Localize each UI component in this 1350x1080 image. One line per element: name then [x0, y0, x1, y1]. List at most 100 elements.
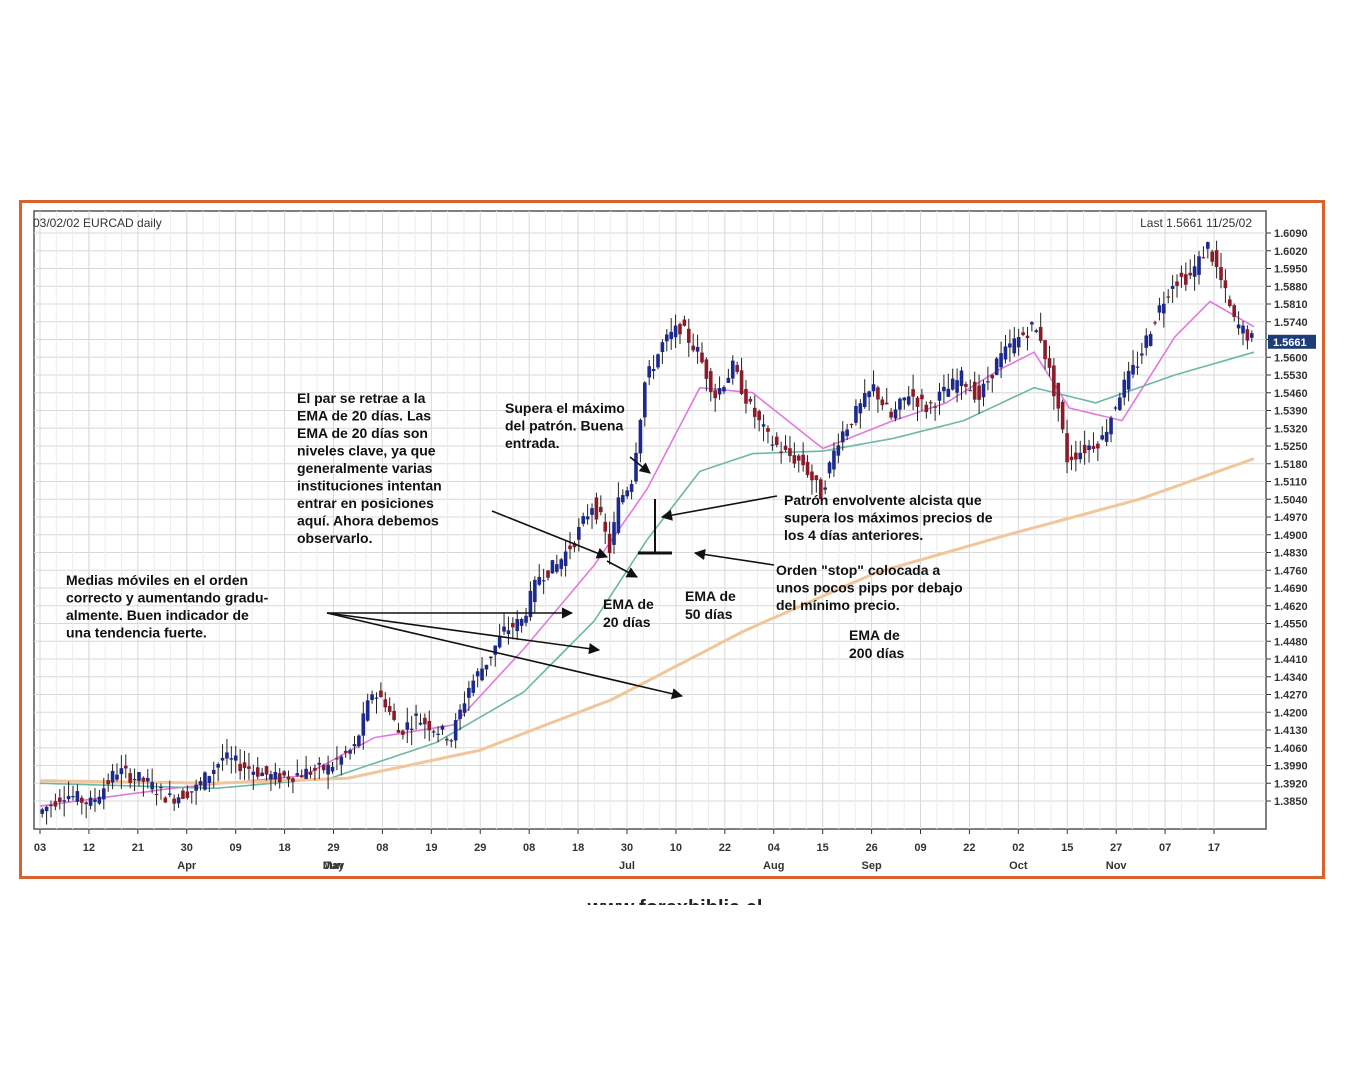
candle-body: [1113, 407, 1118, 409]
candle-body: [840, 431, 845, 443]
candle-body: [392, 710, 396, 720]
candle-body: [818, 479, 823, 500]
candle-body: [1201, 257, 1206, 259]
y-tick-label: 1.4550: [1274, 619, 1308, 631]
candle-body: [1096, 443, 1100, 449]
candle-body: [717, 388, 722, 395]
x-tick-label: 08: [376, 842, 388, 854]
candle-body: [898, 398, 902, 410]
candle-body: [871, 384, 876, 392]
x-tick-label: 02: [1012, 842, 1024, 854]
candle-body: [304, 768, 308, 779]
candle-body: [418, 722, 423, 725]
candle-body: [599, 506, 603, 513]
candle-body: [185, 791, 190, 798]
candle-body: [150, 782, 154, 790]
x-tick-label: 18: [278, 842, 290, 854]
candle-body: [559, 559, 564, 569]
y-tick-label: 1.4830: [1274, 548, 1308, 560]
candle-body: [999, 353, 1003, 368]
candle-body: [730, 360, 735, 379]
candle-body: [1157, 305, 1162, 313]
y-tick-label: 1.5180: [1274, 459, 1308, 471]
candle-body: [119, 768, 124, 775]
candle-body: [440, 725, 445, 730]
candle-body: [594, 497, 599, 520]
candle-body: [955, 380, 959, 393]
candle-body: [511, 622, 515, 628]
y-tick-label: 1.4480: [1274, 636, 1308, 648]
y-tick-label: 1.4270: [1274, 690, 1308, 702]
candle-body: [832, 450, 836, 470]
candle-body: [933, 406, 937, 408]
y-tick-label: 1.4620: [1274, 601, 1308, 613]
candle-body: [49, 804, 53, 807]
candle-body: [880, 399, 885, 406]
candle-body: [475, 671, 480, 677]
x-tick-label: 07: [1159, 842, 1171, 854]
y-tick-label: 1.6090: [1274, 228, 1308, 240]
y-tick-label: 1.3850: [1274, 796, 1308, 808]
candle-body: [137, 772, 141, 781]
candle-body: [1236, 324, 1241, 329]
candle-body: [348, 750, 352, 754]
candle-body: [643, 382, 647, 418]
candle-body: [664, 334, 669, 342]
last-price-box: [1268, 334, 1316, 349]
candle-body: [686, 328, 691, 343]
chart-title: 03/02/02 EURCAD daily: [33, 216, 162, 230]
candle-body: [343, 750, 348, 753]
candle-body: [1003, 346, 1008, 360]
x-tick-label: 09: [914, 842, 926, 854]
candle-body: [291, 778, 295, 782]
candle-body: [97, 796, 102, 804]
candle-body: [357, 735, 361, 747]
candle-body: [519, 618, 524, 626]
candle-body: [946, 388, 951, 397]
candle-body: [379, 690, 383, 697]
candle-body: [537, 576, 542, 585]
candle-body: [251, 771, 256, 775]
candle-body: [669, 331, 673, 339]
candle-body: [431, 731, 436, 733]
candle-body: [409, 728, 414, 730]
chart-frame: 1.6090 1.6020 1.5950 1.5880 1.5810 1.5740 1.56…: [19, 200, 1325, 879]
ema-line: [39, 457, 1255, 785]
candle-body: [361, 713, 366, 736]
candle-body: [493, 645, 498, 655]
candle-body: [115, 774, 119, 780]
candle-body: [752, 407, 757, 417]
x-tick-label: 17: [1208, 842, 1220, 854]
y-tick-label: 1.3990: [1274, 761, 1308, 773]
y-tick-label: 1.5740: [1274, 317, 1308, 329]
last-price-label: Last 1.5661 11/25/02: [1140, 216, 1252, 230]
candle-body: [1228, 299, 1232, 306]
candle-body: [1100, 435, 1105, 440]
candle-body: [396, 729, 401, 733]
y-tick-label: 1.5530: [1274, 370, 1308, 382]
candle-body: [972, 381, 977, 400]
x-month-label: Apr: [177, 860, 197, 872]
candle-body: [713, 390, 717, 399]
candle-body: [330, 766, 335, 772]
candle-body: [911, 389, 915, 397]
candle-body: [1148, 334, 1153, 346]
candle-body: [748, 398, 753, 402]
annotation-engulfing-line: supera los máximos precios de: [784, 510, 993, 526]
candle-body: [779, 451, 783, 453]
x-tick-label: 08: [523, 842, 535, 854]
candle-body: [959, 370, 964, 387]
candle-body: [445, 738, 449, 741]
candle-body: [489, 656, 493, 659]
candle-body: [629, 484, 634, 492]
x-tick-label: 21: [132, 842, 144, 854]
candle-body: [458, 709, 462, 719]
candle-body: [1069, 456, 1074, 461]
candle-body: [101, 788, 106, 800]
candle-body: [352, 744, 357, 747]
candle-body: [159, 786, 163, 789]
candle-body: [462, 703, 467, 713]
y-tick-label: 1.5880: [1274, 281, 1308, 293]
candle-body: [792, 455, 797, 464]
candle-body: [1192, 266, 1197, 277]
